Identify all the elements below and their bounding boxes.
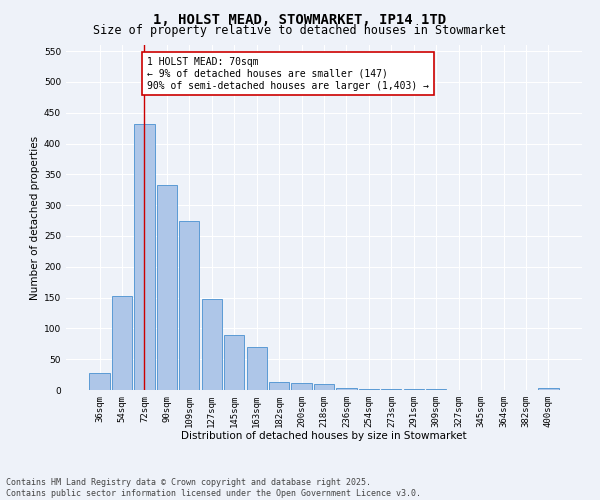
Bar	[269, 382, 289, 390]
Bar	[89, 373, 110, 390]
Y-axis label: Number of detached properties: Number of detached properties	[30, 136, 40, 300]
Text: 1 HOLST MEAD: 70sqm
← 9% of detached houses are smaller (147)
90% of semi-detach: 1 HOLST MEAD: 70sqm ← 9% of detached hou…	[146, 58, 428, 90]
Bar	[202, 300, 222, 390]
Bar	[247, 347, 267, 390]
Bar	[112, 296, 132, 390]
Bar	[157, 186, 177, 390]
Bar	[179, 220, 199, 390]
Text: Contains HM Land Registry data © Crown copyright and database right 2025.
Contai: Contains HM Land Registry data © Crown c…	[6, 478, 421, 498]
Bar	[292, 382, 311, 390]
Bar	[314, 384, 334, 390]
Bar	[134, 124, 155, 390]
Bar	[538, 388, 559, 390]
Text: Size of property relative to detached houses in Stowmarket: Size of property relative to detached ho…	[94, 24, 506, 37]
Bar	[337, 388, 356, 390]
X-axis label: Distribution of detached houses by size in Stowmarket: Distribution of detached houses by size …	[181, 432, 467, 442]
Bar	[224, 334, 244, 390]
Text: 1, HOLST MEAD, STOWMARKET, IP14 1TD: 1, HOLST MEAD, STOWMARKET, IP14 1TD	[154, 12, 446, 26]
